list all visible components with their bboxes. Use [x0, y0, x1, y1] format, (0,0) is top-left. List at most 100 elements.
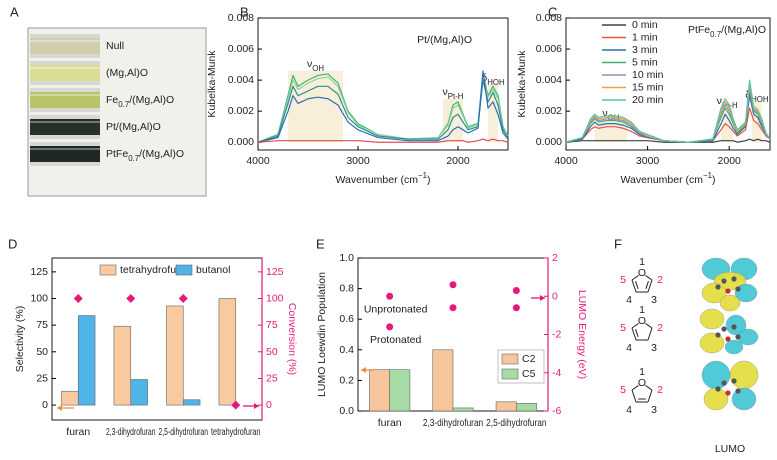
- ring-bond: [631, 275, 639, 281]
- x-tick-label: 2,3-dihydrofuran: [106, 426, 156, 438]
- x-axis-title: Wavenumber (cm−1): [336, 171, 431, 186]
- double-bond: [645, 280, 649, 289]
- bar: [369, 369, 390, 412]
- y-tick-label: 0.008: [228, 12, 254, 24]
- y-tick-label: 0.0: [339, 405, 354, 417]
- tube-sample: [30, 146, 100, 162]
- band-label-part: HOH: [487, 78, 505, 87]
- x-tick-label: furan: [378, 417, 402, 429]
- sample-label-part: /(Mg,Al)O: [139, 148, 184, 160]
- panel-label: D: [8, 237, 17, 252]
- diamond-marker: [231, 400, 241, 410]
- atom-number: 5: [620, 274, 626, 286]
- legend-label: 5 min: [632, 57, 658, 69]
- atom-ball: [731, 324, 737, 330]
- x-tick-label: 4000: [554, 155, 578, 167]
- ring-bond: [645, 275, 653, 281]
- y-tick-label: 0: [42, 399, 48, 411]
- spectrum-line: [257, 138, 509, 143]
- axis-arrow-head: [57, 405, 62, 411]
- tube-shine: [30, 121, 100, 123]
- band-label: νPt-H: [443, 86, 464, 101]
- diamond-marker: [178, 294, 188, 303]
- panel-label: F: [614, 237, 622, 252]
- atom-ball: [735, 286, 741, 292]
- heteroatom: O: [638, 377, 646, 389]
- ring-bond: [645, 323, 653, 329]
- double-bond: [635, 328, 639, 337]
- ring-bond: [631, 385, 639, 391]
- orbital-lobe: [699, 308, 725, 330]
- y-tick-label: 0.000: [228, 136, 254, 148]
- y-tick-label: 0.8: [339, 283, 354, 295]
- sample-label: Fe0.7/(Mg,Al)O: [106, 94, 174, 109]
- heteroatom: O: [638, 267, 646, 279]
- chart-title: PtFe0.7/(Mg,Al)O: [688, 24, 766, 39]
- axis-arrow-head: [361, 367, 366, 373]
- atom-ball: [715, 284, 721, 290]
- x-axis-title: Wavenumber (cm−1): [621, 171, 716, 186]
- point-marker: [386, 323, 394, 331]
- y-tick-label: 0.008: [536, 12, 562, 24]
- point-marker: [449, 281, 457, 289]
- plot-frame: [565, 17, 771, 151]
- legend-label: 3 min: [632, 44, 658, 56]
- y2-tick-label: 0: [266, 399, 272, 411]
- y-tick-label: 0.2: [339, 374, 354, 386]
- atom-number: 1: [639, 304, 645, 316]
- y-tick-label: 0.6: [339, 313, 354, 325]
- panel-label: E: [316, 237, 325, 252]
- orbital-lobe: [729, 360, 759, 390]
- atom-ball: [725, 336, 731, 342]
- sample-label-part: 0.7: [128, 154, 139, 163]
- x-axis-title-part: Wavenumber (cm: [621, 174, 704, 186]
- legend-label: 15 min: [632, 82, 664, 94]
- y-tick-label: 0.4: [339, 344, 354, 356]
- legend-swatch: [99, 264, 117, 276]
- sample-label-part: PtFe: [106, 148, 128, 160]
- ring-bond: [631, 323, 639, 329]
- chart-title-part: PtFe: [688, 24, 710, 36]
- atom-number: 5: [620, 384, 626, 396]
- legend-label: butanol: [196, 264, 230, 276]
- y2-tick-label: -2: [552, 329, 561, 341]
- y-axis-title: Kubelka-Munk: [516, 50, 528, 118]
- orbital-lobe: [724, 339, 744, 355]
- x-axis-title-part: −1: [418, 171, 427, 180]
- y-tick-label: 0.002: [228, 105, 254, 117]
- point-marker: [449, 304, 457, 312]
- sample-label-part: 0.7: [118, 100, 129, 109]
- point-marker: [512, 304, 520, 312]
- y2-tick-label: 25: [266, 372, 278, 384]
- heteroatom: O: [638, 315, 646, 327]
- atom-number: 4: [626, 404, 632, 416]
- band-label: νOH: [602, 107, 619, 122]
- y-tick-label: 75: [36, 319, 48, 331]
- x-axis-title-part: ): [427, 174, 431, 186]
- atom-ball: [725, 288, 731, 294]
- atom-ball: [721, 278, 727, 284]
- chart-title-part: /(Mg,Al)O: [721, 24, 766, 36]
- x-tick-label: 2,3-dihydrofuran: [423, 417, 483, 429]
- x-tick-label: 2,5-dihydrofuran: [159, 426, 209, 438]
- orbital-lobe: [725, 314, 747, 336]
- ring-bond: [647, 327, 653, 341]
- bar: [130, 379, 148, 406]
- y-tick-label: 0.004: [228, 74, 254, 86]
- diamond-marker: [126, 294, 136, 303]
- y-tick-label: 0.002: [536, 105, 562, 117]
- band-label-part: HOH: [751, 95, 769, 104]
- band-label-part: ν: [307, 58, 312, 70]
- atom-ball: [731, 378, 737, 384]
- caption: LUMO: [715, 443, 745, 455]
- plot-frame: [257, 17, 509, 151]
- y2-axis-title: Conversion (%): [286, 303, 298, 375]
- y-tick-label: 0.006: [536, 43, 562, 55]
- bar: [61, 390, 79, 406]
- atom-ball: [735, 388, 741, 394]
- tube-sample: [30, 38, 100, 54]
- bar: [495, 401, 517, 412]
- highlight-band: [443, 98, 463, 143]
- atom-ball: [721, 326, 727, 332]
- atom-ball: [735, 334, 741, 340]
